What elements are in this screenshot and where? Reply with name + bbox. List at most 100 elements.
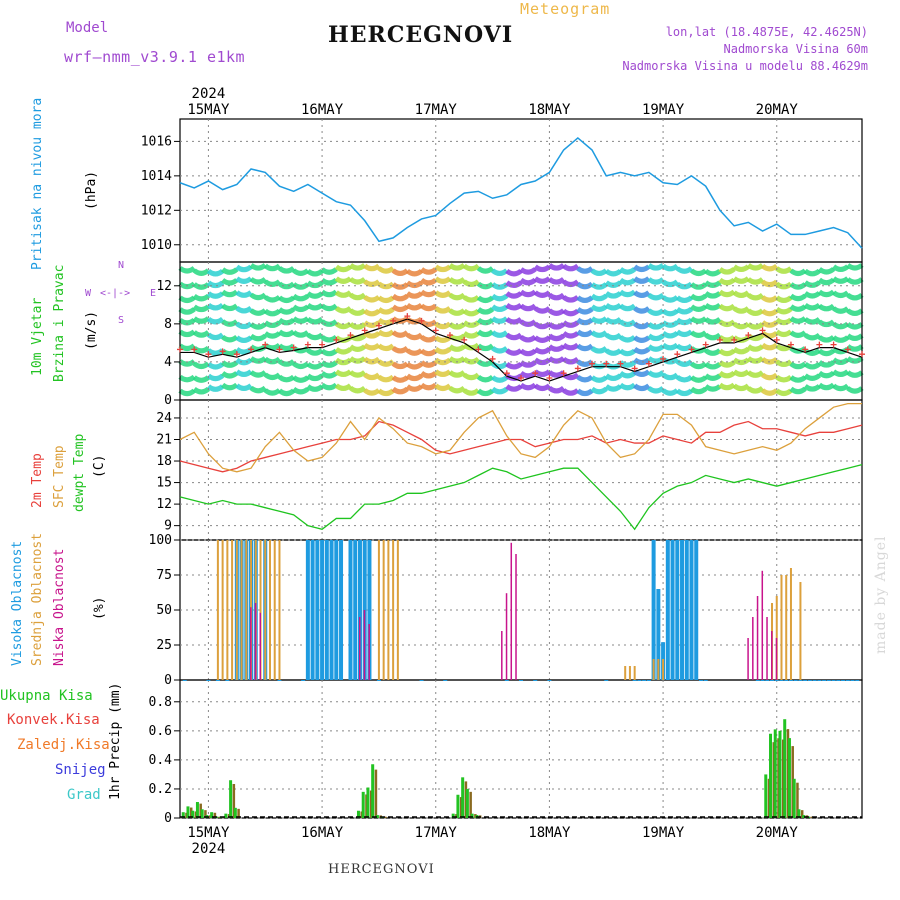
y-tick-label: 15 <box>156 476 172 491</box>
wind-barb-streak <box>277 266 296 274</box>
y-tick-label: 1012 <box>141 203 172 218</box>
high-cloud-bar <box>689 540 694 680</box>
wind-barb-streak <box>803 280 821 288</box>
wind-barb-streak <box>846 263 864 271</box>
wind-gust-marker <box>347 332 354 339</box>
model-label: Model <box>66 20 109 36</box>
wind-barb-streak <box>618 303 637 312</box>
high-cloud-bar <box>504 680 509 681</box>
wind-barb-streak <box>519 348 537 357</box>
wind-barb-streak <box>604 348 623 356</box>
wind-barb-streak <box>277 295 296 303</box>
wind-barb-streak <box>689 268 708 276</box>
wind-barb-streak <box>604 268 623 277</box>
wind-barb-streak <box>547 356 566 364</box>
wind-barb-streak <box>704 317 722 325</box>
wind-barb-streak <box>533 369 552 377</box>
wind-barb-streak <box>576 343 594 352</box>
high-cloud-bar <box>760 680 765 681</box>
mid-cloud-bar <box>221 540 224 680</box>
wind-barb-streak <box>732 306 750 314</box>
low-cloud-bar <box>505 593 508 680</box>
wind-barb-streak <box>718 360 736 368</box>
wind-barb-streak <box>192 375 211 383</box>
rain-component-bar <box>232 784 236 818</box>
wind-gust-marker <box>361 327 368 334</box>
wind-barb-streak <box>775 388 793 397</box>
wind-barb-streak <box>419 382 438 391</box>
pressure-line <box>179 136 863 249</box>
high-cloud-bar <box>315 540 320 680</box>
wind-barb-streak <box>405 384 424 392</box>
wind-barb-streak <box>221 382 239 391</box>
wind-barb-streak <box>377 266 395 274</box>
wind-barb-streak <box>334 321 353 330</box>
wind-barb-streak <box>306 280 324 289</box>
panel-frame <box>179 118 863 263</box>
wind-barb-streak <box>661 320 679 328</box>
wind-barb-streak <box>505 384 523 392</box>
high-cloud-bar <box>793 680 798 681</box>
wind-barb-streak <box>718 370 736 379</box>
wind-barb-streak <box>831 276 850 284</box>
elevation-label: Nadmorska Visina 60m <box>723 42 869 56</box>
wind-barb-streak <box>377 307 395 315</box>
wind-barb-streak <box>419 319 438 327</box>
wind-barb-streak <box>590 386 608 395</box>
wind-barb-streak <box>675 388 694 397</box>
meteogram-label: Meteogram <box>520 0 611 18</box>
wind-barb-streak <box>604 302 623 311</box>
wind-barb-streak <box>462 263 480 272</box>
lonlat-label: lon,lat (18.4875E, 42.4625N) <box>665 25 868 39</box>
wind-barb-streak <box>661 372 679 381</box>
wind-barb-streak <box>235 369 253 377</box>
low-cloud-bar <box>766 617 768 680</box>
wind-gust-marker <box>674 351 681 358</box>
wind-barb-streak <box>775 329 793 338</box>
mid-cloud-bar <box>264 540 267 680</box>
low-cloud-bar <box>358 617 361 680</box>
wind-barb-streak <box>320 267 338 275</box>
wind-barb-streak <box>448 263 466 271</box>
wind-barb-streak <box>718 303 736 312</box>
wind-barb-streak <box>817 289 836 298</box>
wind-barb-streak <box>405 302 424 311</box>
high-cloud-bar <box>348 540 353 680</box>
wind-gust-marker <box>290 344 297 351</box>
high-cloud-bar <box>788 680 793 681</box>
wind-barb-streak <box>192 293 211 302</box>
wind-barb-streak <box>505 316 523 325</box>
wind-barb-streak <box>490 375 509 383</box>
wind-barb-streak <box>562 320 580 328</box>
low-cloud-bar <box>368 624 370 680</box>
wind-barb-streak <box>405 280 424 288</box>
wind-barb-streak <box>419 289 438 298</box>
wind-barb-streak <box>391 386 409 395</box>
legend-conv-rain: Konvek.Kisa <box>7 712 100 728</box>
wind-barb-streak <box>178 343 196 351</box>
wind-barb-streak <box>547 322 566 330</box>
wind-barb-streak <box>263 331 282 339</box>
legend-frz-rain: Zaledj.Kisa <box>17 737 110 753</box>
high-cloud-bar <box>320 540 325 680</box>
high-cloud-bar <box>826 680 831 681</box>
wind-barb-streak <box>277 343 296 352</box>
wind-barb-streak <box>206 362 225 370</box>
mid-cloud-bar <box>789 568 792 680</box>
wind-barb-streak <box>462 279 480 287</box>
wind-barb-streak <box>334 369 353 377</box>
wind-barb-streak <box>533 346 552 355</box>
wind-gust-marker <box>532 370 539 377</box>
wind-barb-streak <box>704 384 722 392</box>
total-rain-bar <box>769 733 773 818</box>
wind-barb-streak <box>448 344 466 352</box>
high-cloud-bar <box>779 680 784 681</box>
high-cloud-bar <box>367 540 372 680</box>
low-cloud-bar <box>510 542 513 680</box>
wind-barb-streak <box>277 329 296 338</box>
wind-barb-streak <box>732 357 750 365</box>
rain-component-bar <box>800 810 804 818</box>
low-cloud-bar <box>747 638 749 680</box>
wind-barb-streak <box>292 268 310 276</box>
wind-barb-streak <box>562 330 580 339</box>
